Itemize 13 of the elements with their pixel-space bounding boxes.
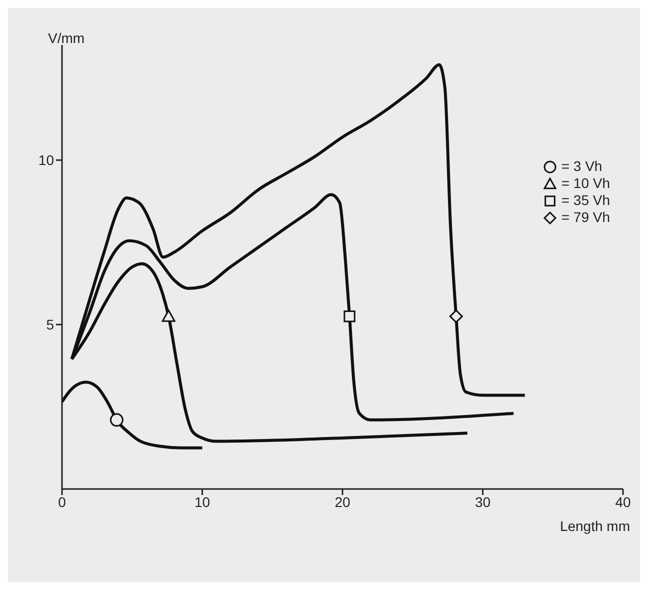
line-series: [62, 380, 204, 450]
legend-label: = 79 Vh: [561, 209, 610, 226]
legend-label: = 35 Vh: [561, 192, 610, 209]
y-tick-label: 5: [46, 316, 54, 333]
x-tick-label: 10: [194, 494, 210, 510]
y-axis-title: V/mm: [48, 30, 85, 46]
x-axis-title: Length mm: [560, 518, 630, 534]
legend-label: = 3 Vh: [561, 158, 602, 175]
x-tick-label: 30: [474, 494, 491, 510]
x-tick-label: 40: [615, 494, 631, 510]
x-tick-label: 20: [334, 494, 350, 510]
x-tick-label: 0: [58, 494, 66, 510]
legend-label: = 10 Vh: [561, 175, 610, 192]
